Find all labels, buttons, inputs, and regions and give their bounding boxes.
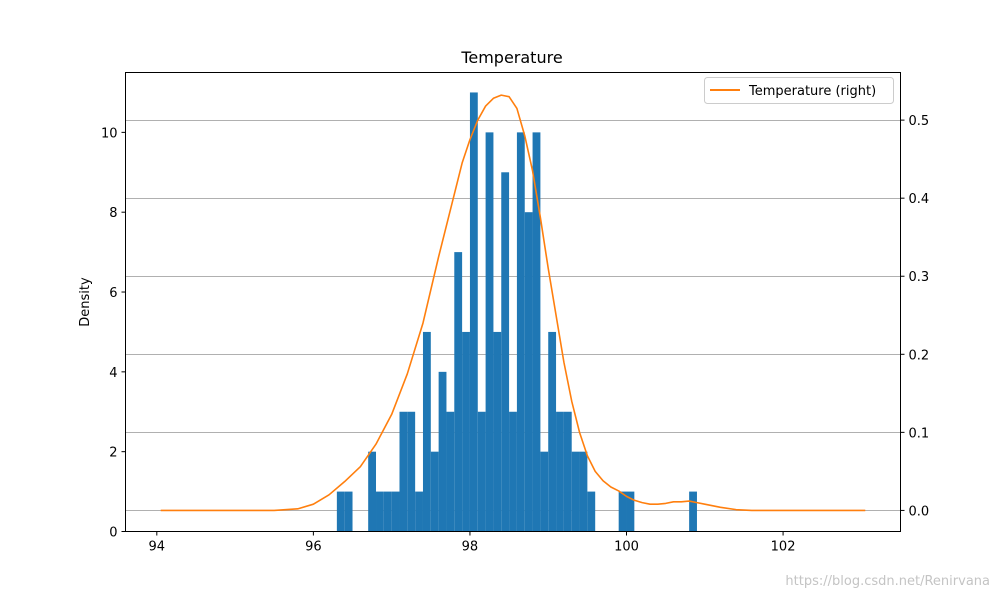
y2-tick-label: 0.4 [909, 192, 930, 207]
histogram-bar [368, 451, 377, 532]
histogram-bar [430, 451, 439, 532]
histogram-bar [524, 212, 533, 532]
histogram-bar [587, 491, 596, 532]
y-tick-label: 8 [109, 206, 117, 221]
watermark: https://blog.csdn.net/Renirvana [785, 574, 990, 589]
histogram-bar [454, 252, 463, 532]
y-tick-label: 10 [101, 126, 118, 141]
x-tick-label: 96 [305, 540, 322, 555]
y2-tick-label: 0.3 [909, 270, 930, 285]
legend-box [704, 77, 894, 104]
histogram-bar [579, 451, 588, 532]
histogram-bar [336, 491, 345, 532]
y2-tick-label: 0.2 [909, 348, 930, 363]
histogram-bar [415, 491, 423, 532]
histogram-bars [336, 92, 697, 532]
legend: Temperature (right) [704, 77, 894, 104]
right-y-axis-ticks: 0.0 0.1 0.2 0.3 0.4 0.5 [900, 114, 930, 519]
histogram-bar [563, 411, 572, 532]
histogram-bar [501, 172, 510, 532]
plot-frame [125, 72, 901, 532]
y2-tick-label: 0.0 [909, 504, 930, 519]
histogram-bar [391, 491, 400, 532]
histogram-bar [446, 411, 455, 532]
histogram-bar [376, 491, 384, 532]
y2-tick-label: 0.1 [909, 426, 930, 441]
y2-tick-label: 0.5 [909, 114, 930, 129]
histogram-bar [477, 411, 486, 532]
y-tick-label: 6 [109, 286, 117, 301]
x-tick-label: 100 [614, 540, 639, 555]
histogram-bar [689, 491, 697, 532]
histogram-bar [618, 491, 627, 532]
histogram-bar [383, 491, 392, 532]
x-tick-label: 98 [462, 540, 479, 555]
legend-label-temperature: Temperature (right) [748, 84, 876, 99]
histogram-bar [626, 491, 635, 532]
histogram-bar [344, 491, 353, 532]
histogram-bar [516, 132, 525, 532]
histogram-bar [462, 331, 470, 532]
histogram-bar [422, 331, 431, 532]
histogram-bar [493, 331, 502, 532]
x-tick-label: 102 [771, 540, 796, 555]
series-line-temperature [160, 94, 866, 512]
histogram-bar [407, 411, 416, 532]
x-tick-label: 94 [149, 540, 166, 555]
y-tick-label: 4 [109, 366, 117, 381]
y-tick-label: 0 [109, 526, 117, 541]
histogram-bar [532, 132, 541, 532]
y-tick-label: 2 [109, 446, 117, 461]
histogram-bar [556, 411, 564, 532]
histogram-bar [571, 451, 580, 532]
histogram-bar [485, 132, 494, 532]
histogram-bar [548, 331, 557, 532]
density-line-layer [160, 94, 866, 512]
left-y-axis-ticks: 0 2 4 6 8 10 [101, 126, 126, 541]
histogram-bar [469, 92, 478, 532]
histogram-bar [540, 451, 549, 532]
histogram-bar [438, 371, 447, 532]
chart-title: Temperature [460, 48, 562, 67]
y-axis-title: Density [78, 277, 93, 327]
histogram-bar [509, 411, 517, 532]
x-axis-ticks: 94 96 98 100 102 [149, 531, 796, 555]
histogram-bar [399, 411, 408, 532]
